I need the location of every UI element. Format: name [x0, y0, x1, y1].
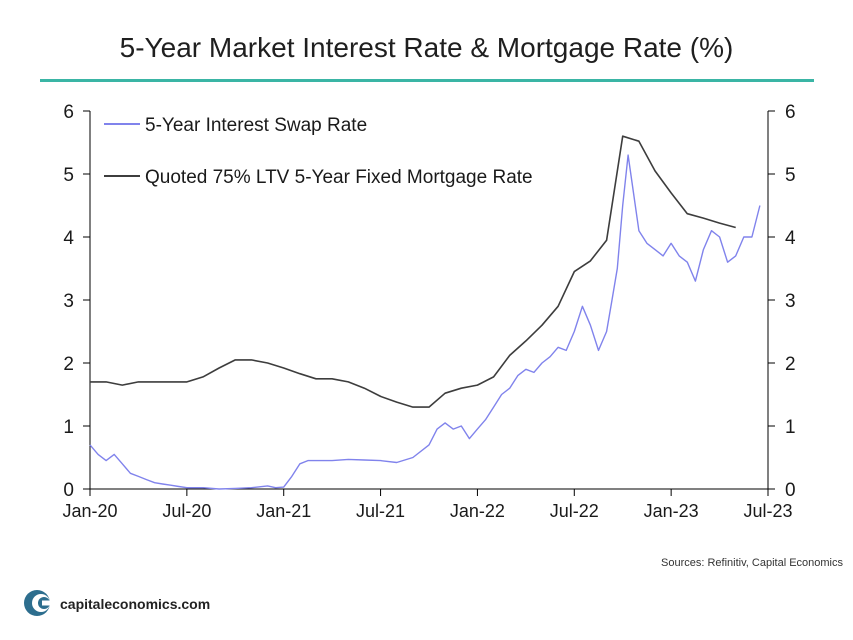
series-line-swap-rate	[89, 154, 761, 490]
y-tick-label-right: 4	[785, 228, 796, 249]
y-tick-label-right: 1	[785, 417, 796, 438]
y-tick-label-left: 4	[63, 228, 74, 249]
title-underline	[40, 79, 814, 82]
x-tick-label: Jan-21	[256, 501, 311, 521]
y-tick-label-left: 5	[63, 165, 74, 186]
x-tick-label: Jul-23	[743, 501, 792, 521]
series-line-mortgage-rate	[90, 135, 736, 408]
capital-economics-logo-icon	[24, 590, 52, 616]
y-tick-label-right: 2	[785, 354, 796, 375]
source-note: Sources: Refinitiv, Capital Economics	[661, 557, 843, 569]
y-tick-label-left: 2	[63, 354, 74, 375]
y-tick-label-left: 3	[63, 291, 74, 312]
legend-label: Quoted 75% LTV 5-Year Fixed Mortgage Rat…	[145, 167, 533, 188]
x-tick-label: Jan-20	[62, 501, 117, 521]
x-tick-label: Jan-23	[644, 501, 699, 521]
y-tick-label-left: 1	[63, 417, 74, 438]
y-tick-label-right: 0	[785, 480, 796, 501]
company-logo[interactable]: capitaleconomics.com	[22, 588, 222, 620]
x-tick-label: Jan-22	[450, 501, 505, 521]
x-tick-label: Jul-21	[356, 501, 405, 521]
logo-text: capitaleconomics.com	[60, 596, 211, 612]
y-tick-label-right: 5	[785, 165, 796, 186]
legend-label: 5-Year Interest Swap Rate	[145, 115, 367, 136]
y-tick-label-right: 6	[785, 102, 796, 123]
y-tick-label-left: 0	[63, 480, 74, 501]
chart-title: 5-Year Market Interest Rate & Mortgage R…	[119, 32, 734, 63]
y-tick-label-right: 3	[785, 291, 796, 312]
x-tick-label: Jul-20	[162, 501, 211, 521]
y-tick-label-left: 6	[63, 102, 74, 123]
x-tick-label: Jul-22	[550, 501, 599, 521]
